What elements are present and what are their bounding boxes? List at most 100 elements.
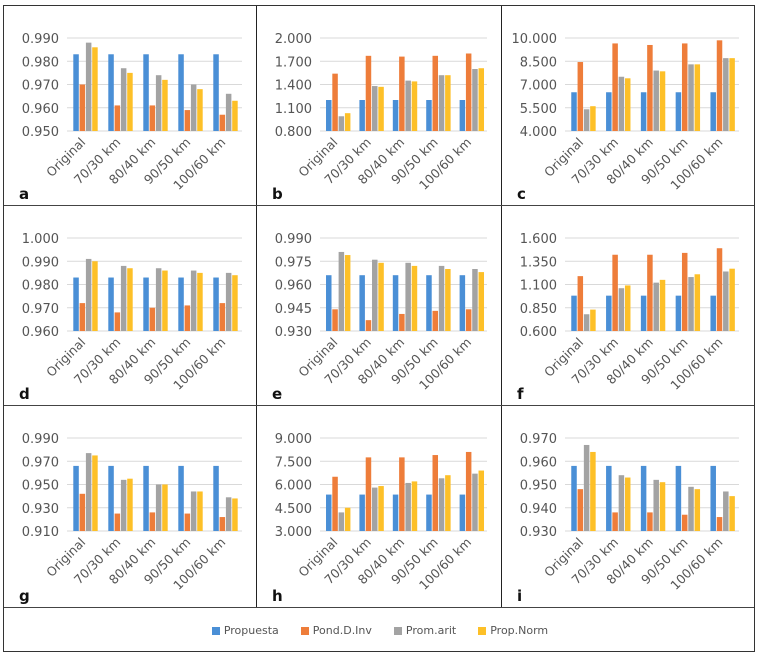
legend-item: Prop.Norm xyxy=(478,624,548,637)
bar-prom-arit xyxy=(723,491,729,531)
bar-prom-arit xyxy=(723,271,729,331)
y-tick-label: 0.990 xyxy=(22,255,59,270)
bar-propuesta xyxy=(108,277,114,331)
y-tick-label: 4.500 xyxy=(275,502,312,517)
bar-prop-norm xyxy=(197,89,203,131)
bar-propuesta xyxy=(178,277,184,331)
bar-prop-norm xyxy=(197,272,203,331)
y-tick-label: 0.960 xyxy=(22,102,59,117)
y-tick-label: 0.960 xyxy=(275,279,312,294)
bar-prom-arit xyxy=(190,270,197,331)
y-tick-label: 0.970 xyxy=(22,79,59,94)
panel-letter: b xyxy=(272,185,283,203)
y-tick-label: 0.600 xyxy=(520,325,557,340)
bar-prom-arit xyxy=(618,288,625,331)
y-tick-label: 0.910 xyxy=(22,525,59,540)
bar-propuesta xyxy=(606,92,612,131)
y-tick-label: 0.800 xyxy=(275,125,312,140)
chart-panel-e: 0.930 0.945 0.960 0.975 0.990 Original 70/30 k… xyxy=(257,206,502,406)
bar-prom-arit xyxy=(438,75,445,131)
legend-item: Propuesta xyxy=(211,624,279,637)
bar-pond-d-inv xyxy=(577,489,584,531)
legend-swatch xyxy=(478,626,487,635)
bar-propuesta xyxy=(359,100,365,131)
bar-prop-norm xyxy=(378,486,384,531)
bar-prom-arit xyxy=(155,484,162,531)
bar-prom-arit xyxy=(653,70,659,131)
bar-prop-norm xyxy=(478,68,485,131)
bar-pond-d-inv xyxy=(149,512,156,531)
panel-letter: c xyxy=(517,185,526,203)
bar-propuesta xyxy=(392,275,399,331)
y-tick-label: 1.100 xyxy=(520,279,557,294)
bar-prom-arit xyxy=(688,277,694,331)
figure-grid: 0.950 0.960 0.970 0.980 0.990 Original 70/30 k… xyxy=(3,5,755,652)
bar-prom-arit xyxy=(120,68,127,131)
y-tick-label: 6.000 xyxy=(275,479,312,494)
bar-pond-d-inv xyxy=(465,309,472,331)
bar-prom-arit xyxy=(85,42,92,131)
bar-propuesta xyxy=(73,54,79,131)
y-tick-label: 0.990 xyxy=(22,32,59,47)
bar-prop-norm xyxy=(378,262,384,331)
bar-prop-norm xyxy=(590,106,596,131)
y-tick-label: 5.500 xyxy=(520,102,557,117)
bar-prop-norm xyxy=(378,86,384,131)
bar-propuesta xyxy=(392,100,399,131)
bar-pond-d-inv xyxy=(465,451,472,531)
bar-prop-norm xyxy=(127,478,133,531)
y-tick-label: 1.350 xyxy=(520,255,557,270)
bar-prom-arit xyxy=(338,116,345,131)
bar-pond-d-inv xyxy=(716,248,723,331)
chart-panel-i: 0.930 0.940 0.950 0.960 0.970 Original 70/30 k… xyxy=(502,406,754,608)
divider xyxy=(4,607,754,608)
bar-propuesta xyxy=(73,465,79,531)
panel-letter: i xyxy=(517,587,522,605)
panel-letter: d xyxy=(19,385,30,403)
y-tick-label: 0.930 xyxy=(520,525,557,540)
bar-propuesta xyxy=(426,494,432,531)
bar-pond-d-inv xyxy=(79,493,86,531)
bar-propuesta xyxy=(213,54,219,131)
y-tick-label: 8.500 xyxy=(520,55,557,70)
bar-propuesta xyxy=(359,494,365,531)
bar-propuesta xyxy=(392,494,399,531)
panel-letter: h xyxy=(272,587,283,605)
bar-prop-norm xyxy=(445,475,451,531)
bar-prom-arit xyxy=(155,268,162,331)
bar-prop-norm xyxy=(694,274,701,331)
bar-propuesta xyxy=(459,100,466,131)
bar-propuesta xyxy=(459,494,466,531)
bar-propuesta xyxy=(359,275,365,331)
chart-panel-a: 0.950 0.960 0.970 0.980 0.990 Original 70/30 k… xyxy=(4,6,257,206)
bar-propuesta xyxy=(213,277,219,331)
panel-letter: e xyxy=(272,385,282,403)
y-tick-label: 0.980 xyxy=(22,279,59,294)
bar-prop-norm xyxy=(478,272,485,331)
bar-propuesta xyxy=(326,100,332,131)
bar-propuesta xyxy=(143,277,149,331)
legend-swatch xyxy=(393,626,402,635)
bar-propuesta xyxy=(426,100,432,131)
bar-prom-arit xyxy=(372,487,378,531)
bar-pond-d-inv xyxy=(577,276,584,331)
bar-propuesta xyxy=(640,92,647,131)
bar-pond-d-inv xyxy=(716,517,723,531)
bar-prop-norm xyxy=(162,270,168,331)
bar-pond-d-inv xyxy=(79,84,86,131)
bar-prop-norm xyxy=(232,100,238,131)
bar-prom-arit xyxy=(618,475,625,531)
y-tick-label: 0.970 xyxy=(22,455,59,470)
bar-pond-d-inv xyxy=(681,252,688,331)
bar-propuesta xyxy=(571,92,577,131)
bar-pond-d-inv xyxy=(681,514,688,531)
divider xyxy=(501,6,502,608)
bar-pond-d-inv xyxy=(432,455,439,531)
bar-prom-arit xyxy=(338,251,345,331)
chart-panel-f: 0.600 0.850 1.100 1.350 1.600 Original 70/30 k… xyxy=(502,206,754,406)
bar-pond-d-inv xyxy=(219,114,226,131)
chart-panel-b: 0.800 1.100 1.400 1.700 2.000 Original 70/30 k… xyxy=(257,6,502,206)
bar-propuesta xyxy=(178,54,184,131)
y-tick-label: 7.000 xyxy=(520,79,557,94)
